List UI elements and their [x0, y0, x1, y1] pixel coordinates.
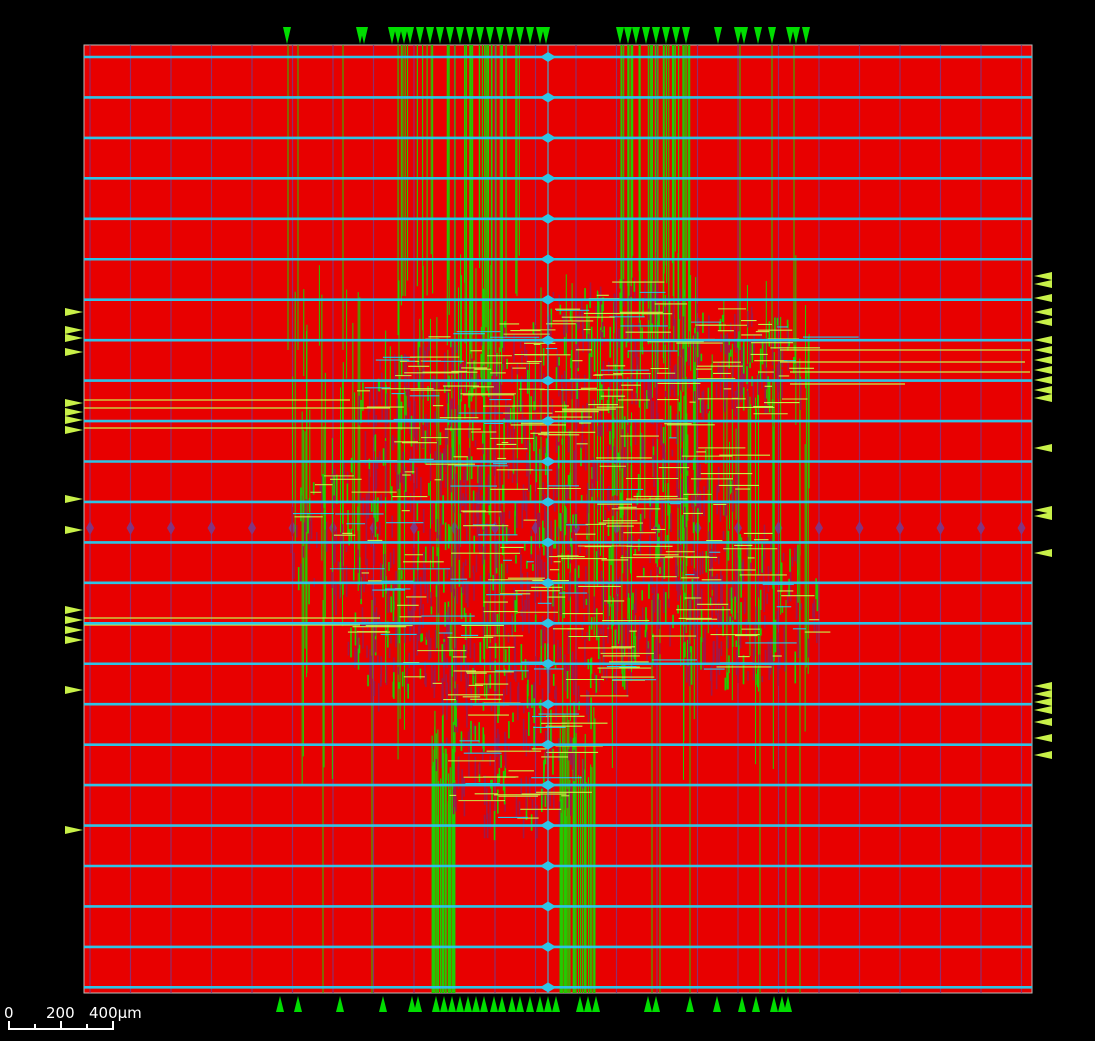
scale-label-400um: 400µm — [89, 1004, 142, 1022]
scale-label-200: 200 — [46, 1004, 75, 1022]
yellow-routing-layer — [84, 281, 1030, 819]
scale-bar — [8, 1021, 114, 1030]
io-pins — [65, 27, 1052, 1012]
power-rails — [84, 45, 1032, 993]
core-area — [83, 44, 1033, 994]
scale-label-0: 0 — [4, 1004, 14, 1022]
